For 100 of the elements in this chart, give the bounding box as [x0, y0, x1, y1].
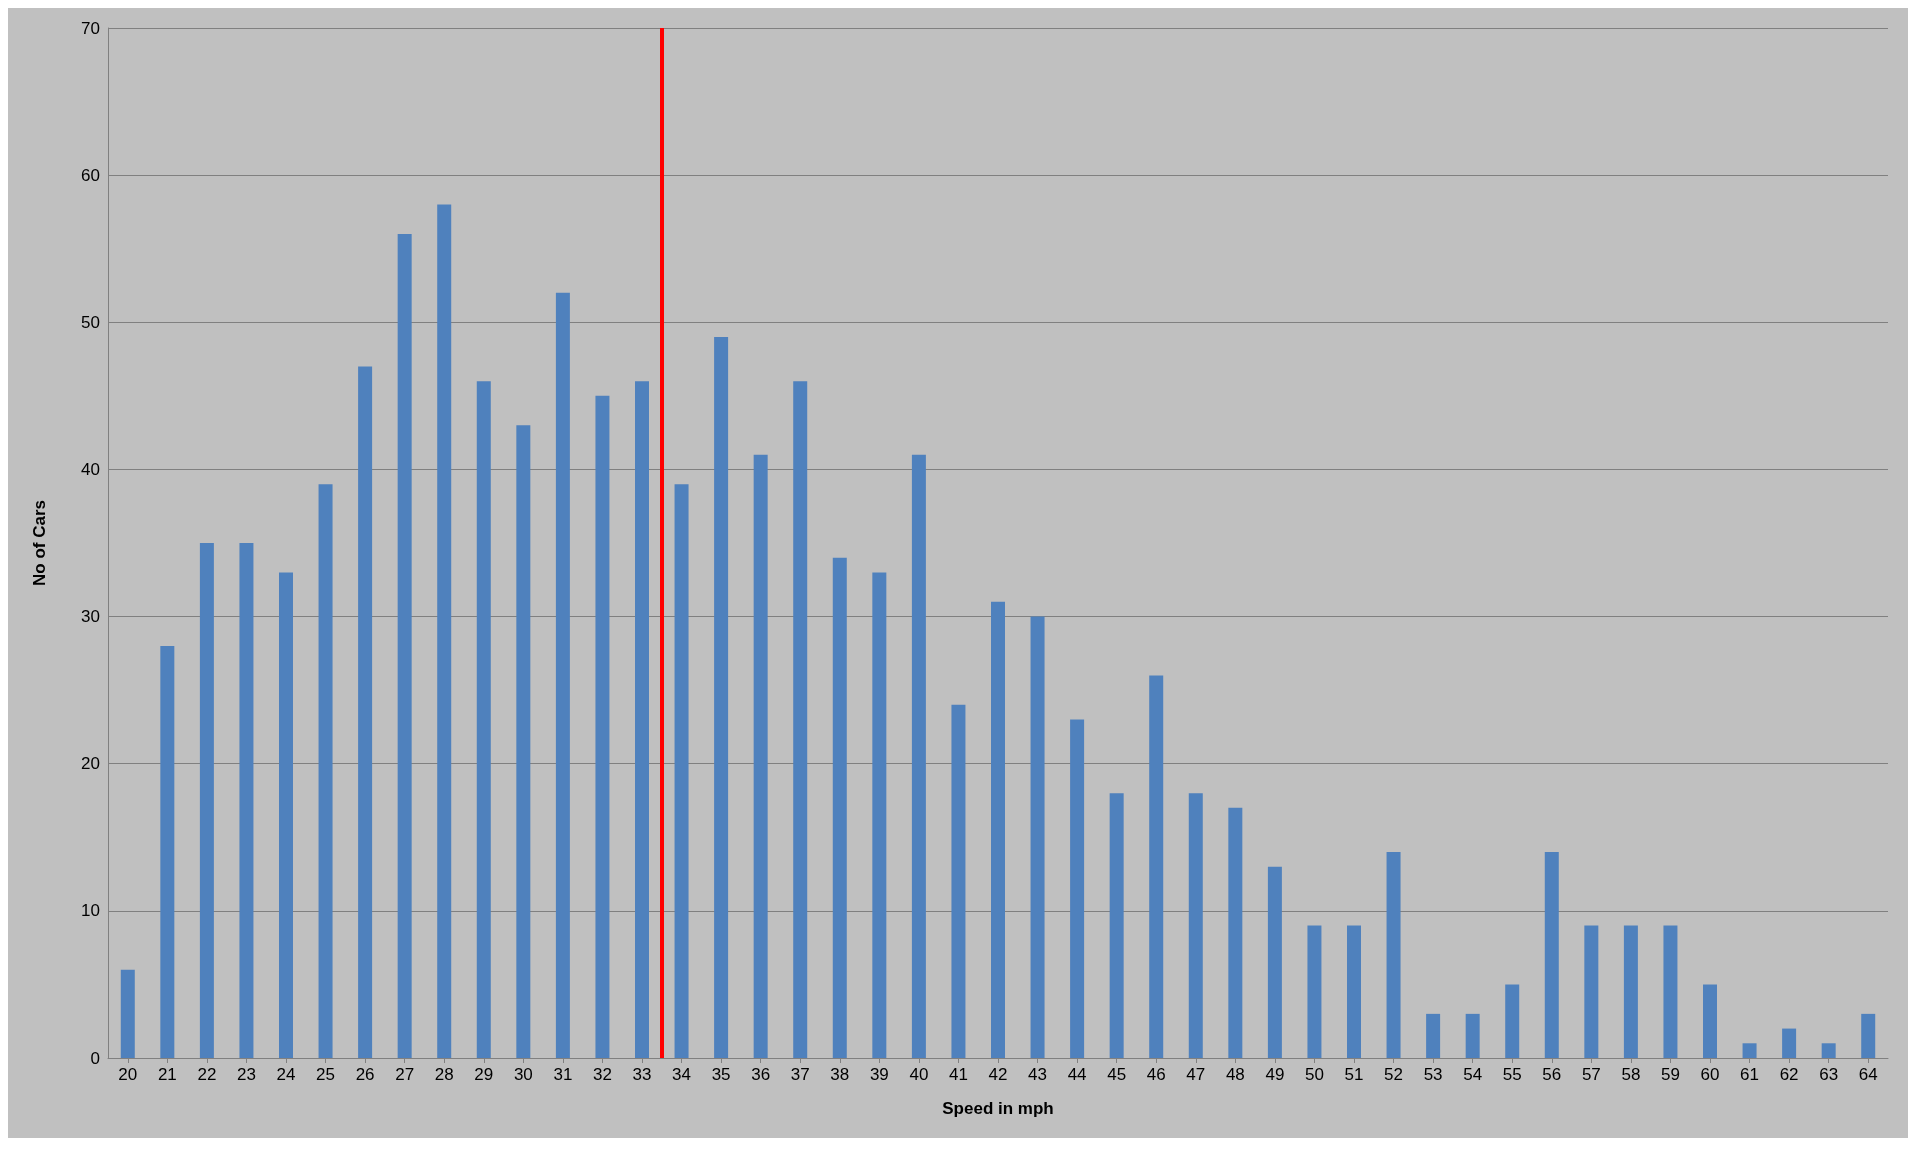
y-tick-label: 40	[81, 459, 100, 479]
x-tick-label: 36	[751, 1065, 771, 1084]
bar	[476, 381, 491, 1058]
bar	[516, 425, 531, 1058]
x-tick-label: 27	[395, 1065, 415, 1084]
bar	[1663, 925, 1678, 1058]
x-tick-label: 46	[1146, 1065, 1166, 1084]
x-tick-label: 21	[157, 1065, 177, 1084]
bar	[1782, 1028, 1797, 1058]
x-tick-label: 63	[1819, 1065, 1839, 1084]
x-tick-label: 20	[118, 1065, 138, 1084]
bar	[1109, 793, 1124, 1058]
x-tick-label: 35	[711, 1065, 731, 1084]
bar	[318, 484, 333, 1058]
bar	[1149, 675, 1164, 1058]
x-tick-label: 45	[1107, 1065, 1127, 1084]
x-tick-label: 40	[909, 1065, 929, 1084]
x-tick-label: 38	[830, 1065, 850, 1084]
bar	[358, 366, 373, 1058]
y-tick-label: 30	[81, 607, 100, 627]
bar	[555, 292, 570, 1058]
x-tick-label: 58	[1621, 1065, 1641, 1084]
x-tick-label: 50	[1304, 1065, 1324, 1084]
bar	[911, 454, 926, 1058]
y-tick-label: 20	[81, 754, 100, 774]
x-tick-label: 53	[1423, 1065, 1443, 1084]
x-tick-label: 23	[236, 1065, 256, 1084]
bar	[279, 572, 293, 1058]
bar	[1070, 719, 1085, 1058]
bar	[1742, 1043, 1757, 1058]
x-tick-label: 47	[1186, 1065, 1206, 1084]
bar	[1426, 1013, 1441, 1058]
bar	[199, 543, 214, 1058]
x-tick-label: 64	[1858, 1065, 1878, 1084]
x-tick-label: 29	[474, 1065, 494, 1084]
x-tick-label: 62	[1779, 1065, 1799, 1084]
x-tick-label: 44	[1067, 1065, 1087, 1084]
x-tick-label: 49	[1265, 1065, 1285, 1084]
bar	[793, 381, 808, 1058]
bar	[674, 484, 689, 1058]
y-tick-label: 50	[81, 312, 100, 332]
x-tick-label: 37	[790, 1065, 810, 1084]
bar	[872, 572, 887, 1058]
x-tick-label: 56	[1542, 1065, 1562, 1084]
bar	[1188, 793, 1203, 1058]
y-tick-label: 10	[81, 901, 100, 921]
bar	[595, 395, 610, 1058]
bar	[120, 969, 135, 1058]
bar	[991, 601, 1005, 1058]
bar	[1267, 866, 1282, 1058]
bar	[1584, 925, 1599, 1058]
bar	[832, 557, 847, 1058]
x-tick-label: 26	[355, 1065, 375, 1084]
x-tick-label: 31	[553, 1065, 573, 1084]
x-tick-label: 43	[1028, 1065, 1048, 1084]
y-tick-label: 60	[81, 165, 100, 185]
bar	[1623, 925, 1638, 1058]
x-tick-label: 48	[1225, 1065, 1245, 1084]
bar	[397, 234, 412, 1058]
y-tick-label: 0	[90, 1048, 100, 1068]
x-tick-label: 51	[1344, 1065, 1364, 1084]
bar	[239, 543, 254, 1058]
bar	[753, 454, 768, 1058]
x-tick-label: 28	[434, 1065, 454, 1084]
bar	[951, 704, 966, 1058]
bar	[1386, 852, 1401, 1058]
x-tick-label: 52	[1384, 1065, 1404, 1084]
x-axis-title: Speed in mph	[942, 1099, 1054, 1118]
bar	[1821, 1043, 1836, 1058]
x-tick-label: 33	[632, 1065, 652, 1084]
x-tick-label: 54	[1463, 1065, 1483, 1084]
bar	[1703, 984, 1717, 1058]
bar	[437, 204, 452, 1058]
x-tick-label: 22	[197, 1065, 217, 1084]
x-tick-label: 59	[1660, 1065, 1680, 1084]
x-tick-label: 30	[513, 1065, 533, 1084]
x-tick-label: 41	[948, 1065, 968, 1084]
x-tick-label: 42	[988, 1065, 1008, 1084]
bar	[160, 646, 175, 1058]
bar	[1307, 925, 1322, 1058]
x-tick-label: 32	[592, 1065, 612, 1084]
x-tick-label: 34	[672, 1065, 692, 1084]
x-tick-label: 39	[869, 1065, 889, 1084]
x-tick-label: 61	[1740, 1065, 1760, 1084]
x-tick-label: 24	[276, 1065, 296, 1084]
bar	[1030, 616, 1045, 1058]
bar	[1505, 984, 1520, 1058]
bar	[714, 337, 729, 1058]
x-tick-label: 25	[316, 1065, 336, 1084]
x-tick-label: 57	[1581, 1065, 1601, 1084]
x-tick-label: 55	[1502, 1065, 1522, 1084]
bar	[1861, 1013, 1876, 1058]
bar	[1347, 925, 1361, 1058]
y-axis-title: No of Cars	[30, 500, 49, 586]
bar	[1544, 852, 1559, 1058]
y-tick-label: 70	[81, 18, 100, 38]
bar	[1228, 807, 1243, 1058]
bar	[635, 381, 649, 1058]
bar	[1465, 1013, 1480, 1058]
x-tick-label: 60	[1700, 1065, 1720, 1084]
